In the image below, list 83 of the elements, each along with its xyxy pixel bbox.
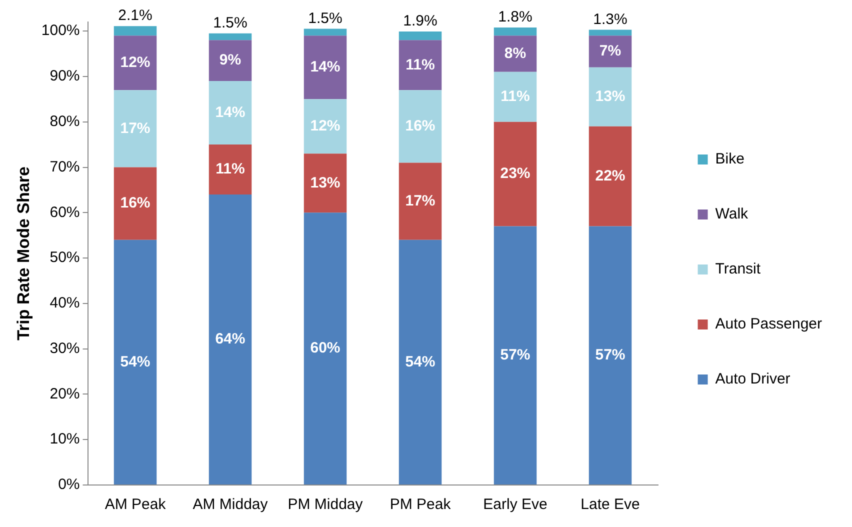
data-label: 1.9% [403, 12, 438, 30]
bar [588, 30, 632, 36]
data-label: 54% [405, 353, 436, 370]
y-tick-label: 20% [50, 385, 80, 402]
bar [114, 167, 157, 240]
legend-label: Transit [715, 260, 762, 278]
x-tick-label: PM Midday [288, 496, 364, 514]
data-label: 1.5% [213, 14, 248, 32]
legend-label: Auto Passenger [715, 316, 822, 333]
bar [398, 90, 442, 163]
bar [588, 67, 632, 126]
data-label: 14% [310, 58, 340, 76]
bar [494, 72, 537, 122]
data-label: 13% [595, 88, 626, 106]
bar [494, 36, 537, 72]
data-label: 16% [120, 194, 150, 212]
legend-label: Walk [715, 206, 749, 223]
y-tick-label: 90% [50, 68, 80, 85]
bar [208, 144, 252, 194]
data-label: 11% [500, 88, 530, 106]
legend-label: Auto Driver [715, 370, 790, 388]
data-label: 1.8% [498, 8, 532, 26]
data-label: 12% [310, 118, 340, 135]
data-label: 1.5% [308, 10, 342, 27]
bar [114, 36, 157, 90]
data-label: 57% [595, 346, 626, 364]
bar [114, 90, 157, 168]
data-label: 8% [504, 44, 526, 62]
data-label: 17% [405, 192, 436, 210]
bar [304, 99, 347, 154]
bar [304, 36, 347, 100]
data-label: 2.1% [118, 7, 152, 24]
y-tick-label: 80% [50, 113, 80, 130]
data-label: 11% [216, 160, 245, 178]
bar [588, 126, 632, 226]
data-label: 11% [406, 56, 435, 74]
bar [304, 212, 347, 484]
data-label: 22% [595, 167, 626, 184]
bar [398, 240, 442, 484]
data-label: 54% [120, 353, 150, 370]
data-label: 12% [120, 54, 150, 71]
data-label: 1.3% [593, 10, 628, 28]
x-tick-label: PM Peak [390, 496, 452, 514]
bar [208, 40, 252, 82]
data-label: 16% [405, 118, 436, 135]
bar [494, 226, 537, 484]
bar [114, 26, 157, 36]
bar [114, 240, 157, 484]
y-tick-label: 0% [58, 476, 80, 494]
data-label: 23% [500, 165, 530, 182]
y-tick-label: 50% [50, 249, 80, 266]
data-label: 14% [215, 104, 246, 121]
y-tick-label: 60% [50, 204, 80, 221]
data-label: 64% [215, 330, 246, 348]
data-label: 17% [120, 120, 150, 137]
y-tick-label: 70% [50, 158, 80, 176]
y-tick-label: 30% [50, 340, 80, 357]
data-label: 9% [219, 52, 242, 69]
legend-label: Bike [715, 150, 744, 168]
y-tick-label: 40% [50, 294, 80, 312]
y-tick-label: 10% [50, 430, 80, 448]
bar [208, 33, 252, 40]
data-label: 60% [310, 340, 340, 357]
bar [494, 122, 537, 226]
y-tick-label: 100% [41, 22, 80, 40]
data-label: 57% [500, 346, 530, 364]
x-tick-label: AM Midday [192, 496, 268, 514]
data-label: 7% [599, 42, 622, 60]
bar [398, 32, 442, 40]
data-label: 13% [310, 174, 340, 192]
x-tick-label: AM Peak [104, 496, 166, 514]
y-axis-title: Trip Rate Mode Share [14, 166, 33, 340]
bar [398, 162, 442, 240]
bar [304, 154, 347, 213]
bar [588, 36, 632, 68]
bar [398, 40, 442, 90]
x-tick-label: Early Eve [483, 496, 548, 514]
x-tick-label: Late Eve [580, 496, 640, 514]
bar [494, 27, 537, 36]
bar [588, 226, 632, 484]
bar [208, 194, 252, 484]
bar [304, 28, 347, 36]
bar [208, 81, 252, 145]
